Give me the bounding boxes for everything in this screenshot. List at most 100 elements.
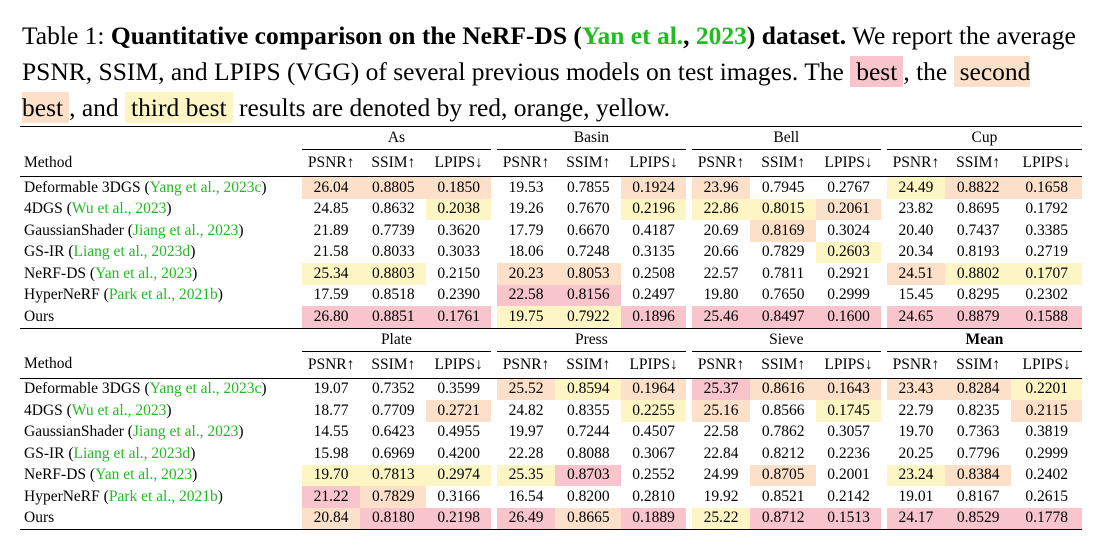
value-cell: 0.1964 [621,377,686,400]
method-citation[interactable]: Park et al., 2021b [108,286,218,304]
value-cell: 0.2767 [816,176,881,199]
table-row: HyperNeRF (Park et al., 2021b) 17.59 0.851… [20,284,1082,306]
metric-header: SSIM↑ [956,355,1001,373]
method-cell: GS-IR (Liang et al., 2023d) [24,243,196,261]
value-cell: 25.35 [497,464,556,486]
value-cell: 17.59 [313,286,349,304]
method-cell: NeRF-DS (Yan et al., 2023) [24,264,198,282]
method-citation[interactable]: Yang et al., 2023c [149,380,262,398]
value-cell: 0.3620 [437,221,480,239]
value-cell: 19.70 [898,423,934,441]
method-name: NeRF-DS [24,264,87,282]
value-cell: 0.2402 [1025,466,1068,484]
value-cell: 14.55 [313,423,349,441]
method-cell: HyperNeRF (Park et al., 2021b) [24,286,223,304]
metric-header: PSNR↑ [307,154,355,171]
metric-header-row: Method PSNR↑ SSIM↑ LPIPS↓ PSNR↑ SSIM↑ LPIPS↓ PS… [20,351,1082,378]
method-cell: HyperNeRF (Park et al., 2021b) [24,487,223,505]
spacer-cell [880,327,887,351]
value-cell: 19.53 [497,176,556,199]
method-citation[interactable]: Yan et al., 2023 [95,264,193,282]
table-row: 4DGS (Wu et al., 2023) 18.77 0.7709 0.2721 2… [20,400,1082,422]
method-citation[interactable]: Liang et al., 2023d [73,243,191,261]
metric-header: SSIM↑ [761,355,806,373]
group-header-mean: Mean [886,327,1082,352]
metric-header: PSNR↑ [502,154,550,171]
value-cell: 0.7709 [371,401,415,419]
value-cell: 0.8053 [555,263,622,285]
method-citation[interactable]: Yang et al., 2023c [149,178,262,196]
value-cell: 0.7811 [762,264,805,282]
metric-header: PSNR↑ [892,355,940,373]
metric-header: LPIPS↓ [434,154,483,171]
value-cell: 24.85 [313,200,349,218]
value-cell: 22.86 [691,198,751,220]
value-cell: 0.3024 [827,221,870,239]
table-caption: Table 1: Quantitative comparison on the … [22,18,1090,126]
value-cell: 0.8616 [750,377,817,400]
header-empty-cell [20,126,303,150]
group-header-bell: Bell [691,126,881,150]
group-header-cup: Cup [886,126,1082,150]
method-citation[interactable]: Park et al., 2021b [108,487,218,505]
method-citation[interactable]: Jiang et al., 2023 [132,221,239,239]
value-cell: 0.8803 [360,263,427,285]
value-cell: 0.3599 [426,377,491,400]
method-citation[interactable]: Wu et al., 2023 [71,401,167,419]
method-citation[interactable]: Jiang et al., 2023 [132,423,239,441]
spacer-cell [685,126,692,150]
value-cell: 0.8632 [371,200,415,218]
table-row: Deformable 3DGS (Yang et al., 2023c) 26.0… [20,176,1082,199]
value-cell: 0.8295 [956,286,1000,304]
value-cell: 0.2390 [437,286,480,304]
value-cell: 0.1643 [816,377,881,400]
value-cell: 25.46 [691,306,751,328]
method-name: HyperNeRF [24,487,100,505]
spacer-cell [490,176,498,199]
group-header-row: As Basin Bell Cup [20,126,1082,150]
value-cell: 0.8851 [360,306,427,328]
value-cell: 0.2038 [426,198,491,220]
value-cell: 20.40 [898,221,934,239]
spacer-cell [490,327,498,351]
caption-cite-year[interactable]: 2023 [695,21,747,50]
caption-cite-author[interactable]: Yan et al. [581,21,684,50]
method-citation[interactable]: Liang et al., 2023d [73,444,191,462]
value-cell: 0.2115 [1011,400,1082,422]
value-cell: 0.7650 [761,286,805,304]
method-citation[interactable]: Yan et al., 2023 [95,466,193,484]
method-name: 4DGS [24,401,63,419]
value-cell: 0.1588 [1011,306,1082,328]
legend-chip-best: best [850,56,904,87]
value-cell: 0.7945 [750,176,817,199]
value-cell: 19.26 [508,200,544,218]
group-header-row: Plate Press Sieve Mean [20,327,1082,352]
value-cell: 0.4507 [632,423,675,441]
metric-header: SSIM↑ [761,154,806,171]
value-cell: 0.8193 [956,243,1000,261]
spacer-cell [880,377,887,400]
value-cell: 0.2061 [816,198,881,220]
value-cell: 0.3819 [1025,423,1068,441]
method-name: HyperNeRF [24,286,100,304]
metric-header: SSIM↑ [371,355,416,373]
table-row: NeRF-DS (Yan et al., 2023) 25.34 0.8803 0.2… [20,263,1082,285]
caption-text-2: , the [903,57,948,86]
value-cell: 0.1778 [1011,507,1082,530]
metric-header: LPIPS↓ [1022,154,1071,171]
table-row: HyperNeRF (Park et al., 2021b) 21.22 0.782… [20,486,1082,508]
value-cell: 0.2921 [827,264,870,282]
value-cell: 0.3135 [632,243,675,261]
value-cell: 15.45 [898,286,934,304]
method-cell: Deformable 3DGS (Yang et al., 2023c) [20,377,303,400]
method-name: Ours [24,509,55,527]
spacer-cell [880,176,887,199]
value-cell: 0.3385 [1025,221,1068,239]
method-column-header: Method [24,355,73,373]
method-citation[interactable]: Wu et al., 2023 [71,200,167,218]
value-cell: 23.24 [886,464,945,486]
value-cell: 0.3033 [437,243,480,261]
value-cell: 26.49 [497,507,556,530]
value-cell: 26.04 [302,176,361,199]
value-cell: 25.34 [302,263,361,285]
